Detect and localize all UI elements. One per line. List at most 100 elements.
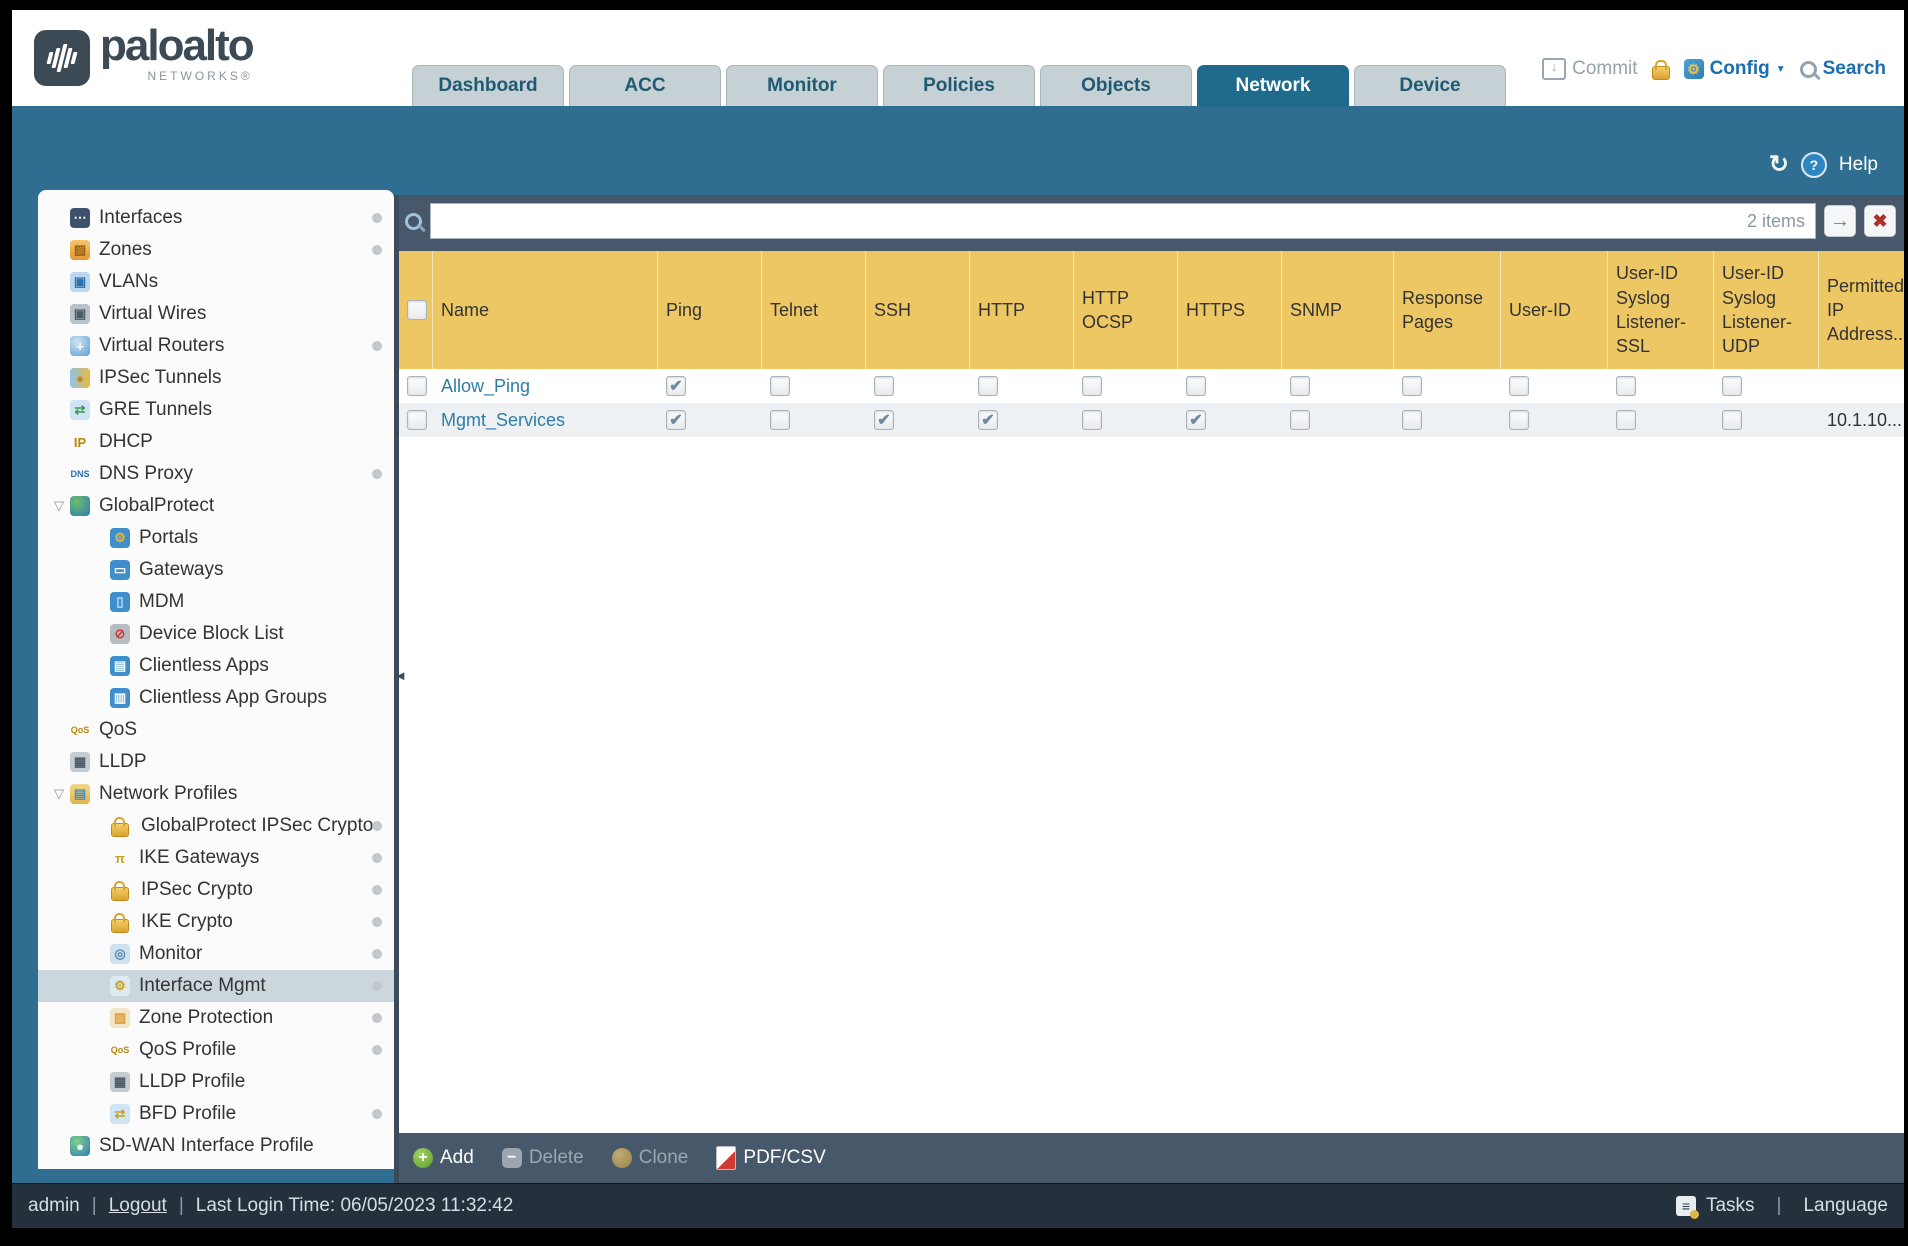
item-dot-indicator [372,949,382,959]
sidebar-item-dns-proxy[interactable]: DNS DNS Proxy [38,458,394,490]
service-checkbox: ✔ [1186,410,1206,430]
filter-input[interactable] [441,210,1739,232]
sidebar-item-globalprotect[interactable]: ▽ GlobalProtect [38,490,394,522]
ike-gateways-icon: π [115,850,125,866]
tree-collapse-icon[interactable]: ▽ [54,786,64,801]
column-header-ping[interactable]: Ping [658,251,762,369]
sidebar-item-ipsec-crypto[interactable]: IPSec Crypto [38,874,394,906]
paloalto-logo-icon [34,30,90,86]
sidebar-item-label: Monitor [139,943,203,964]
sidebar-item-lldp[interactable]: ▦ LLDP [38,746,394,778]
column-header-http[interactable]: HTTP [970,251,1074,369]
sidebar-item-dhcp[interactable]: IP DHCP [38,426,394,458]
item-dot-indicator [372,1013,382,1023]
logout-link[interactable]: Logout [108,1195,167,1216]
dns-proxy-icon: DNS [70,469,90,479]
tab-policies[interactable]: Policies [883,65,1035,106]
tab-monitor[interactable]: Monitor [726,65,878,106]
sidebar-item-bfd-profile[interactable]: ⇄ BFD Profile [38,1098,394,1130]
sidebar-item-gateways[interactable]: ▭ Gateways [38,554,394,586]
column-header-http-ocsp[interactable]: HTTP OCSP [1074,251,1178,369]
sidebar-item-interface-mgmt[interactable]: ⚙ Interface Mgmt [38,970,394,1002]
sidebar-item-zones[interactable]: ▨ Zones [38,234,394,266]
network-profiles-icon: ▤ [70,784,90,804]
service-checkbox: ✔ [978,410,998,430]
sidebar-item-globalprotect-ipsec-crypto[interactable]: GlobalProtect IPSec Crypto [38,810,394,842]
tab-objects[interactable]: Objects [1040,65,1192,106]
row-checkbox[interactable] [407,410,427,430]
column-header-name[interactable]: Name [433,251,658,369]
sidebar-item-gre-tunnels[interactable]: ⇄ GRE Tunnels [38,394,394,426]
sidebar-item-portals[interactable]: ⚙ Portals [38,522,394,554]
row-checkbox[interactable] [407,376,427,396]
main-nav-tabs: Dashboard ACC Monitor Policies Objects Networ… [412,65,1506,106]
column-header-telnet[interactable]: Telnet [762,251,866,369]
tab-dashboard[interactable]: Dashboard [412,65,564,106]
global-search-button[interactable]: Search [1799,58,1886,80]
column-header-user-id-syslog-listener-udp[interactable]: User-ID Syslog Listener-UDP [1714,251,1819,369]
sidebar-item-label: LLDP Profile [139,1071,246,1092]
column-header-ssh[interactable]: SSH [866,251,970,369]
sidebar-item-virtual-routers[interactable]: + Virtual Routers [38,330,394,362]
sidebar-item-zone-protection[interactable]: ▨ Zone Protection [38,1002,394,1034]
column-header-https[interactable]: HTTPS [1178,251,1282,369]
action-toolbar: + Add − Delete Clone PDF/CSV [399,1133,1904,1183]
refresh-icon[interactable]: ↻ [1768,151,1789,178]
sidebar-item-label: GlobalProtect IPSec Crypto [141,815,374,836]
filter-bar: 2 items → ✖ [399,195,1904,251]
last-login-time: Last Login Time: 06/05/2023 11:32:42 [195,1195,514,1216]
sidebar-item-label: Gateways [139,559,224,580]
column-header-snmp[interactable]: SNMP [1282,251,1394,369]
commit-icon: ↓ [1542,58,1567,80]
sidebar-collapse-handle[interactable]: ◄ [394,668,407,683]
help-label[interactable]: Help [1838,153,1878,175]
config-menu-button[interactable]: ⚙ Config ▼ [1683,58,1786,80]
lock-icon[interactable] [1651,59,1670,80]
sidebar-item-qos-profile[interactable]: QoS QoS Profile [38,1034,394,1066]
tab-device[interactable]: Device [1354,65,1506,106]
sidebar-item-ipsec-tunnels[interactable]: ● IPSec Tunnels [38,362,394,394]
row-name-link[interactable]: Mgmt_Services [441,409,566,430]
tasks-button[interactable]: Tasks [1705,1195,1755,1216]
sidebar-item-ike-gateways[interactable]: π IKE Gateways [38,842,394,874]
select-all-checkbox[interactable] [407,300,427,320]
sidebar-item-clientless-app-groups[interactable]: ▥ Clientless App Groups [38,682,394,714]
column-header-response-pages[interactable]: Response Pages [1394,251,1501,369]
pdf-csv-icon [716,1146,737,1170]
column-header-permitted-ip-address-[interactable]: Permitted IP Address... [1827,275,1904,345]
tab-network[interactable]: Network [1197,65,1349,106]
commit-button[interactable]: ↓ Commit [1542,58,1638,80]
sidebar-item-network-profiles[interactable]: ▽ ▤ Network Profiles [38,778,394,810]
sidebar-item-sd-wan-interface-profile[interactable]: ● SD-WAN Interface Profile [38,1130,394,1162]
delete-icon: − [501,1148,522,1168]
column-header-user-id-syslog-listener-ssl[interactable]: User-ID Syslog Listener-SSL [1608,251,1714,369]
sidebar-item-monitor[interactable]: ◎ Monitor [38,938,394,970]
language-button[interactable]: Language [1803,1195,1888,1216]
sidebar-item-device-block-list[interactable]: ⊘ Device Block List [38,618,394,650]
sidebar-item-label: VLANs [99,271,159,292]
sidebar-item-clientless-apps[interactable]: ▤ Clientless Apps [38,650,394,682]
sidebar-item-interfaces[interactable]: ⋯ Interfaces [38,202,394,234]
service-checkbox [1509,410,1529,430]
tab-acc[interactable]: ACC [569,65,721,106]
sidebar-item-vlans[interactable]: ▣ VLANs [38,266,394,298]
sidebar-item-label: GRE Tunnels [99,399,212,420]
item-dot-indicator [372,469,382,479]
apply-filter-button[interactable]: → [1824,205,1856,237]
column-header-user-id[interactable]: User-ID [1501,251,1608,369]
help-icon[interactable]: ? [1800,151,1827,178]
sidebar-item-virtual-wires[interactable]: ▣ Virtual Wires [38,298,394,330]
sidebar-item-label: LLDP [99,751,147,772]
sidebar-item-mdm[interactable]: ▯ MDM [38,586,394,618]
add-button[interactable]: + Add [413,1147,474,1169]
clear-filter-button[interactable]: ✖ [1864,205,1896,237]
add-icon: + [413,1148,433,1168]
tree-collapse-icon[interactable]: ▽ [54,498,64,513]
sidebar-item-ike-crypto[interactable]: IKE Crypto [38,906,394,938]
service-checkbox [770,410,790,430]
sidebar-item-qos[interactable]: QoS QoS [38,714,394,746]
sidebar-item-lldp-profile[interactable]: ▦ LLDP Profile [38,1066,394,1098]
pdf-csv-button[interactable]: PDF/CSV [716,1146,826,1170]
row-name-link[interactable]: Allow_Ping [441,375,531,396]
sidebar-item-label: Interfaces [99,207,183,228]
